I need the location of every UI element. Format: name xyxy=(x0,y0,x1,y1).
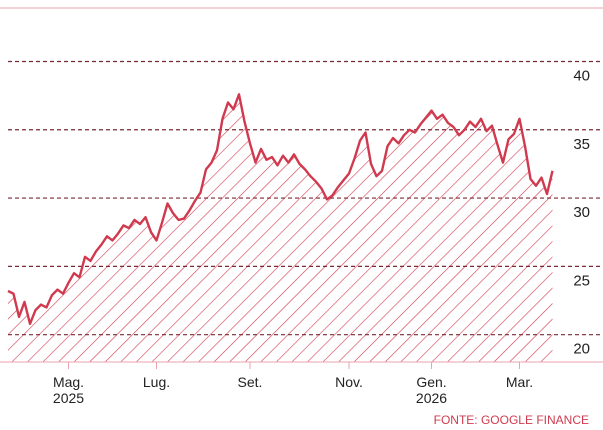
x-tick-label: Set. xyxy=(237,374,263,390)
y-tick-label: 40 xyxy=(573,67,590,84)
x-tick-label: Gen. 2026 xyxy=(415,374,448,406)
source: FONTE: GOOGLE FINANCE xyxy=(433,413,589,427)
x-tick-label: Lug. xyxy=(142,374,171,390)
line xyxy=(7,93,554,325)
x-tick-label: Nov. xyxy=(335,374,363,390)
x-tick-label: Mag. 2025 xyxy=(52,374,85,406)
plot: 20 25 30 35 40 xyxy=(0,60,603,369)
y-tick-label: 35 xyxy=(573,136,590,153)
y-tick-label: 25 xyxy=(573,272,590,289)
y-tick-label: 20 xyxy=(573,341,590,358)
area xyxy=(8,94,553,363)
y-tick-label: 30 xyxy=(573,204,590,221)
x-tick-label: Mar. xyxy=(505,374,534,390)
